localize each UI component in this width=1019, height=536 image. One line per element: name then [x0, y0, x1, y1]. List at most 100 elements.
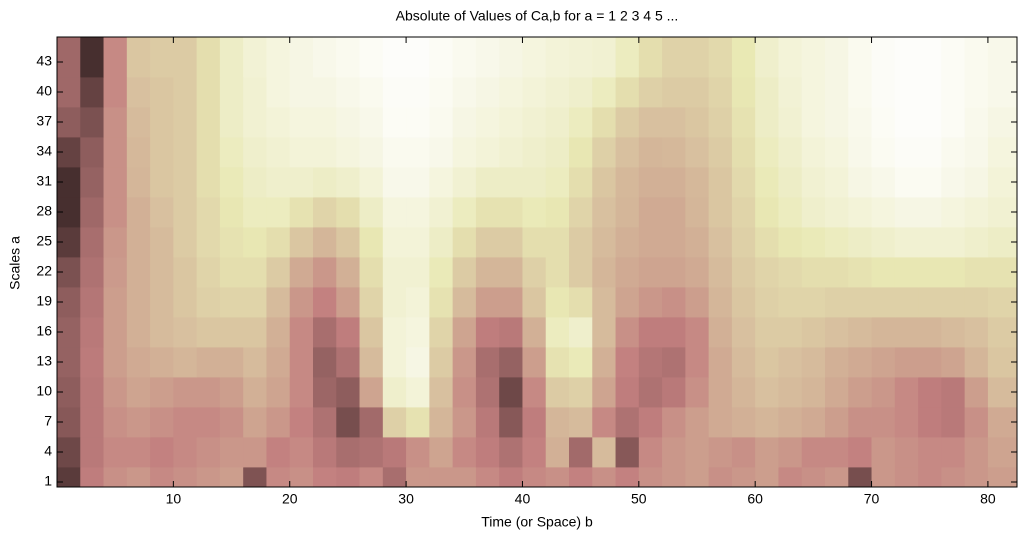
heatmap-cell	[150, 107, 174, 138]
heatmap-cell	[941, 437, 966, 468]
heatmap-cell	[126, 257, 151, 288]
heatmap-cell	[196, 107, 221, 138]
heatmap-cell	[196, 257, 221, 288]
heatmap-cell	[313, 257, 337, 288]
heatmap-cell	[941, 377, 966, 408]
heatmap-cell	[964, 137, 989, 168]
heatmap-cell	[173, 317, 198, 348]
heatmap-cell	[941, 467, 966, 488]
heatmap-cell	[150, 167, 174, 198]
heatmap-cell	[266, 347, 291, 378]
heatmap-cell	[219, 37, 244, 78]
heatmap-cell	[941, 197, 966, 228]
heatmap-cell	[266, 317, 291, 348]
heatmap-cell	[80, 227, 104, 258]
heatmap-cell	[103, 107, 128, 138]
heatmap-cell	[475, 77, 500, 108]
heatmap-cell	[871, 77, 896, 108]
heatmap-cell	[871, 317, 896, 348]
heatmap-cell	[708, 257, 733, 288]
heatmap-cell	[219, 77, 244, 108]
heatmap-cell	[80, 347, 104, 378]
heatmap-cell	[452, 197, 477, 228]
heatmap-cell	[685, 347, 710, 378]
heatmap-cell	[685, 167, 710, 198]
heatmap-cell	[569, 377, 593, 408]
heatmap-cell	[941, 77, 966, 108]
heatmap-cell	[545, 107, 570, 138]
heatmap-cell	[266, 167, 291, 198]
heatmap-cell	[382, 287, 407, 318]
heatmap-cell	[522, 197, 547, 228]
y-tick-label: 1	[44, 473, 52, 489]
heatmap-cell	[359, 167, 384, 198]
heatmap-cell	[708, 37, 733, 78]
heatmap-cell	[731, 377, 756, 408]
heatmap-cell	[894, 37, 919, 78]
heatmap-cell	[848, 77, 872, 108]
heatmap-cell	[848, 257, 872, 288]
heatmap-cell	[638, 77, 663, 108]
heatmap-cell	[825, 137, 849, 168]
heatmap-cell	[150, 347, 174, 378]
heatmap-cell	[103, 377, 128, 408]
heatmap-cell	[964, 77, 989, 108]
heatmap-cell	[638, 257, 663, 288]
heatmap-cell	[243, 77, 267, 108]
heatmap-cell	[57, 197, 81, 228]
heatmap-cell	[662, 407, 686, 438]
heatmap-cell	[522, 287, 547, 318]
heatmap-cell	[57, 407, 81, 438]
heatmap-cell	[336, 227, 360, 258]
heatmap-cell	[871, 407, 896, 438]
heatmap-cell	[196, 317, 221, 348]
heatmap-cell	[499, 317, 523, 348]
heatmap-cell	[755, 137, 779, 168]
heatmap-cell	[615, 197, 640, 228]
heatmap-cell	[406, 37, 430, 78]
heatmap-cell	[731, 77, 756, 108]
heatmap-cell	[57, 347, 81, 378]
heatmap-cell	[196, 467, 221, 488]
heatmap-cell	[266, 37, 291, 78]
x-tick-label: 30	[398, 491, 414, 507]
heatmap-cell	[685, 467, 710, 488]
heatmap-cell	[219, 107, 244, 138]
heatmap-cell	[80, 77, 104, 108]
heatmap-cell	[103, 467, 128, 488]
heatmap-cell	[662, 287, 686, 318]
heatmap-cell	[429, 107, 454, 138]
heatmap-cell	[545, 227, 570, 258]
heatmap-cell	[173, 407, 198, 438]
heatmap-cell	[289, 377, 314, 408]
heatmap-cell	[243, 197, 267, 228]
heatmap-cell	[452, 467, 477, 488]
heatmap-cell	[173, 107, 198, 138]
heatmap-cell	[126, 467, 151, 488]
heatmap-cell	[173, 137, 198, 168]
heatmap-cell	[894, 437, 919, 468]
heatmap-cell	[662, 227, 686, 258]
heatmap-cell	[429, 137, 454, 168]
heatmap-cell	[964, 257, 989, 288]
heatmap-cell	[662, 137, 686, 168]
heatmap-cell	[708, 467, 733, 488]
heatmap-cell	[126, 37, 151, 78]
heatmap-cell	[522, 257, 547, 288]
heatmap-cell	[615, 137, 640, 168]
heatmap-cell	[359, 287, 384, 318]
heatmap-cell	[825, 257, 849, 288]
heatmap-cell	[336, 137, 360, 168]
heatmap-cell	[266, 377, 291, 408]
y-tick-label: 16	[36, 323, 52, 339]
heatmap-cell	[941, 137, 966, 168]
heatmap-cell	[57, 167, 81, 198]
x-tick-label: 70	[864, 491, 880, 507]
heatmap-cell	[918, 227, 942, 258]
heatmap-cell	[848, 347, 872, 378]
heatmap-cell	[336, 317, 360, 348]
heatmap-cell	[429, 437, 454, 468]
heatmap-cell	[918, 467, 942, 488]
heatmap-cell	[522, 317, 547, 348]
